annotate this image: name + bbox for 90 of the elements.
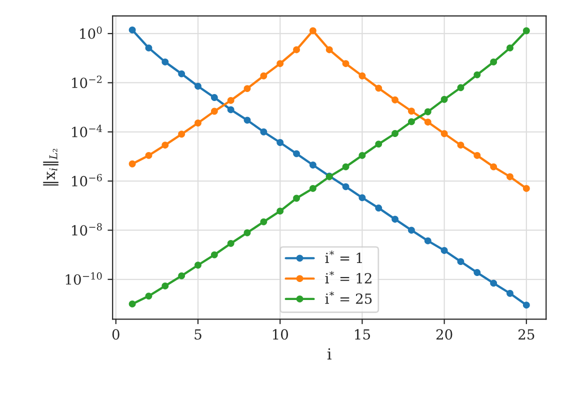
point: [474, 152, 481, 159]
point: [457, 84, 464, 92]
point: [342, 60, 350, 68]
point: [474, 269, 481, 276]
y-tick-label: 10$^{−8}$: [72, 223, 102, 236]
point: [162, 142, 169, 149]
point: [293, 150, 300, 158]
point: [309, 162, 316, 168]
point: [506, 290, 514, 297]
point: [342, 163, 350, 170]
point: [490, 163, 498, 170]
point: [392, 216, 399, 223]
point: [309, 184, 316, 192]
point: [440, 96, 448, 103]
y-axis-title: ‖x$_{i}$‖$_{L₂}$: [43, 148, 58, 186]
point: [506, 173, 514, 180]
point: [522, 302, 530, 309]
point: [293, 194, 300, 202]
point: [490, 58, 498, 66]
point: [440, 130, 448, 138]
point: [408, 118, 415, 126]
point: [227, 240, 234, 247]
legend-label: i$^{*}$ = 1: [325, 250, 362, 263]
point: [210, 251, 218, 258]
x-tick-label: 0: [112, 329, 120, 340]
point: [326, 46, 333, 54]
point: [506, 44, 514, 52]
point: [457, 142, 464, 149]
point: [309, 27, 316, 34]
point: [474, 71, 481, 78]
point: [210, 94, 218, 101]
point: [375, 204, 382, 212]
point: [128, 300, 136, 308]
point: [358, 72, 366, 80]
point: [145, 292, 152, 300]
point: [375, 140, 382, 148]
point: [457, 258, 464, 266]
point: [178, 130, 186, 138]
legend-label: i$^{*}$ = 25: [325, 291, 372, 304]
point: [408, 226, 415, 234]
point: [194, 262, 202, 269]
point: [227, 106, 234, 114]
y-tick-label: 10$^{−4}$: [72, 124, 102, 138]
point: [244, 85, 251, 92]
point: [260, 128, 268, 136]
point: [194, 120, 202, 126]
x-axis-title: i: [327, 348, 332, 360]
point: [162, 282, 169, 290]
point: [424, 237, 432, 244]
point: [342, 183, 350, 190]
point: [276, 139, 284, 146]
point: [424, 118, 432, 126]
point: [276, 208, 284, 215]
point: [227, 96, 234, 104]
point: [194, 82, 202, 90]
point: [276, 60, 284, 68]
y-tick-label: 10$^{−6}$: [72, 174, 102, 186]
legend-label: i$^{*}$ = 12: [325, 271, 372, 284]
point: [408, 108, 415, 115]
point: [244, 116, 251, 124]
point: [358, 194, 366, 202]
y-tick-label: 10$^{−10}$: [66, 272, 102, 285]
point: [522, 184, 530, 192]
x-tick-label: 10: [272, 329, 288, 340]
x-tick-label: 25: [518, 329, 534, 340]
point: [522, 27, 530, 34]
point: [392, 96, 399, 104]
point: [128, 26, 136, 34]
x-tick-label: 20: [436, 329, 452, 340]
point: [424, 108, 432, 116]
point: [145, 44, 152, 52]
point: [375, 84, 382, 92]
point: [178, 272, 186, 280]
point: [244, 229, 251, 236]
point: [358, 152, 366, 159]
point: [145, 152, 152, 159]
x-tick-label: 5: [194, 329, 202, 340]
point: [293, 46, 300, 54]
point: [440, 247, 448, 254]
point: [260, 218, 268, 226]
x-tick-label: 15: [355, 329, 370, 340]
point: [260, 72, 268, 80]
point: [210, 108, 218, 115]
y-tick-label: 10$^{0}$: [80, 26, 102, 39]
point: [392, 130, 399, 137]
point: [128, 160, 136, 168]
point: [490, 280, 498, 287]
point: [178, 70, 186, 78]
point: [162, 58, 169, 66]
y-tick-label: 10$^{−2}$: [72, 76, 102, 88]
